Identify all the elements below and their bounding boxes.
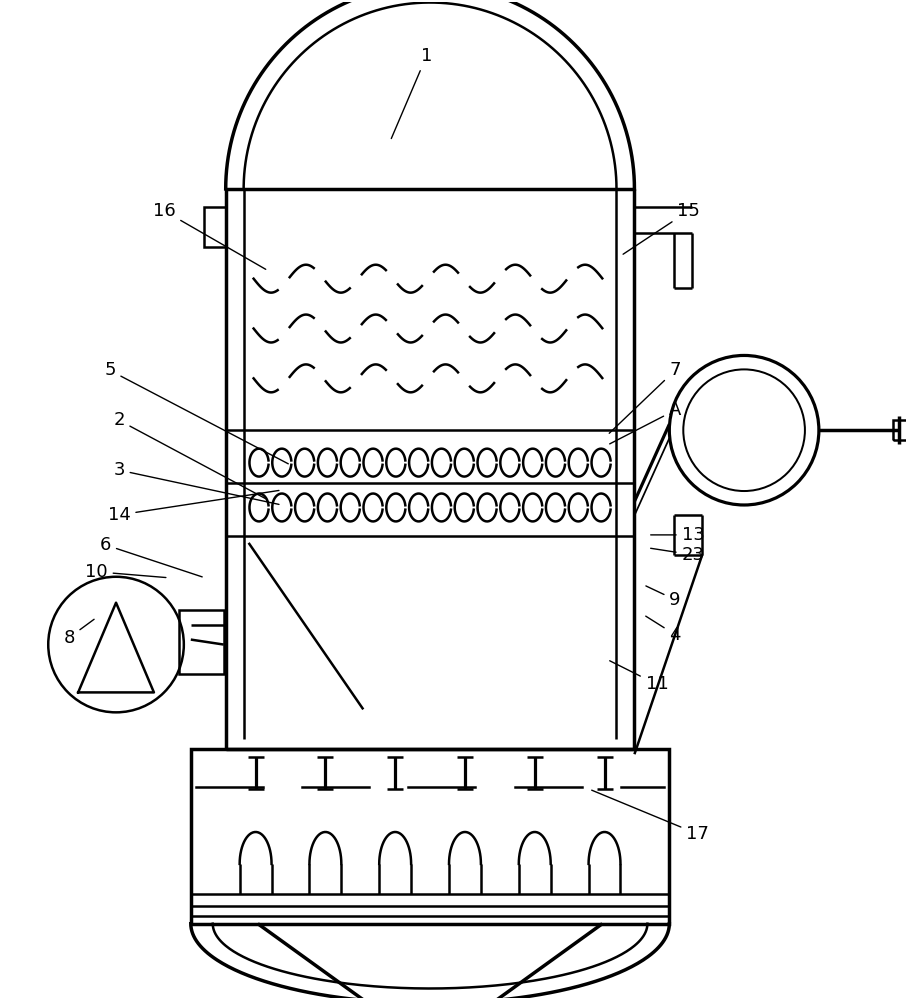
Text: 10: 10: [85, 563, 166, 581]
Bar: [204, 207, 226, 247]
Text: 16: 16: [152, 202, 266, 269]
Text: 6: 6: [100, 536, 202, 577]
Bar: [892, 420, 907, 440]
Text: 23: 23: [650, 546, 705, 564]
Text: 5: 5: [104, 361, 288, 464]
Text: 2: 2: [113, 411, 266, 499]
Text: 15: 15: [623, 202, 700, 254]
Text: 11: 11: [610, 661, 668, 693]
Text: 14: 14: [108, 490, 279, 524]
Text: 7: 7: [610, 361, 681, 433]
Text: 4: 4: [646, 616, 681, 644]
Text: 8: 8: [63, 619, 94, 647]
Bar: [190, 749, 669, 924]
Text: 17: 17: [591, 790, 709, 843]
Text: 9: 9: [646, 586, 681, 609]
Text: 13: 13: [650, 526, 705, 544]
Text: 1: 1: [391, 47, 432, 139]
Bar: [179, 610, 224, 674]
Text: 3: 3: [113, 461, 279, 504]
Text: A: A: [610, 401, 681, 444]
